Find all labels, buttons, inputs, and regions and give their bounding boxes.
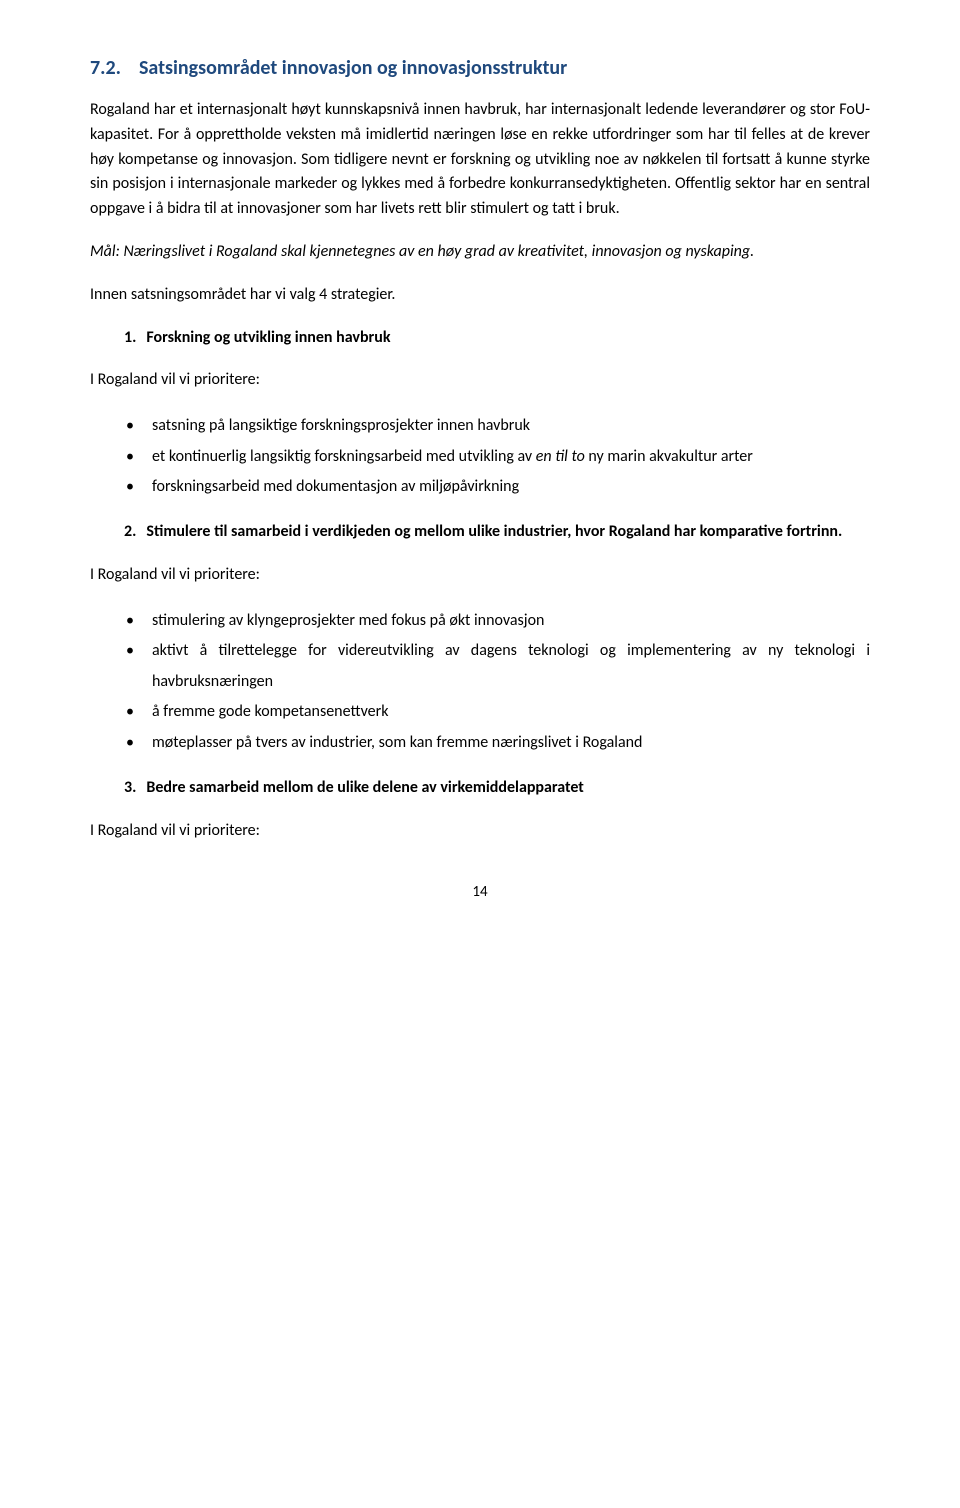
bullet-list-2: stimulering av klyngeprosjekter med foku… [124,606,870,758]
list-item: å fremme gode kompetansenettverk [124,697,870,727]
ordered-text: Stimulere til samarbeid i verdikjeden og… [146,522,842,541]
list-item: møteplasser på tvers av industrier, som … [124,728,870,758]
list-text-pre: et kontinuerlig langsiktig forskningsarb… [152,447,536,466]
list-item: aktivt å tilrettelegge for videreutvikli… [124,636,870,697]
ordered-num: 3. [124,776,136,801]
ordered-item-3: 3. Bedre samarbeid mellom de ulike delene… [124,776,870,801]
heading-number: 7.2. [90,56,121,80]
prioritize-label: I Rogaland vil vi prioritere: [90,368,870,393]
list-text-italic: en til to [536,447,585,466]
section-heading: 7.2. Satsingsområdet innovasjon og innova… [90,56,870,80]
ordered-text: Bedre samarbeid mellom de ulike delene a… [146,778,583,797]
paragraph-intro: Rogaland har et internasjonalt høyt kunn… [90,98,870,222]
list-item: forskningsarbeid med dokumentasjon av mi… [124,472,870,502]
list-text-post: ny marin akvakultur arter [585,447,753,466]
heading-title: Satsingsområdet innovasjon og innovasjon… [139,56,567,80]
page-number: 14 [90,883,870,901]
ordered-item-2: 2. Stimulere til samarbeid i verdikjeden … [124,520,870,545]
ordered-text: Forskning og utvikling innen havbruk [146,328,390,347]
bullet-list-1: satsning på langsiktige forskningsprosje… [124,411,870,502]
list-item: et kontinuerlig langsiktig forskningsarb… [124,442,870,472]
list-item: satsning på langsiktige forskningsprosje… [124,411,870,441]
prioritize-label: I Rogaland vil vi prioritere: [90,819,870,844]
ordered-item-1: 1. Forskning og utvikling innen havbruk [124,326,870,351]
paragraph-strategies: Innen satsningsområdet har vi valg 4 str… [90,283,870,308]
list-item: stimulering av klyngeprosjekter med foku… [124,606,870,636]
ordered-num: 2. [124,520,136,545]
paragraph-goal: Mål: Næringslivet i Rogaland skal kjenne… [90,240,870,265]
ordered-num: 1. [124,326,136,351]
prioritize-label: I Rogaland vil vi prioritere: [90,563,870,588]
